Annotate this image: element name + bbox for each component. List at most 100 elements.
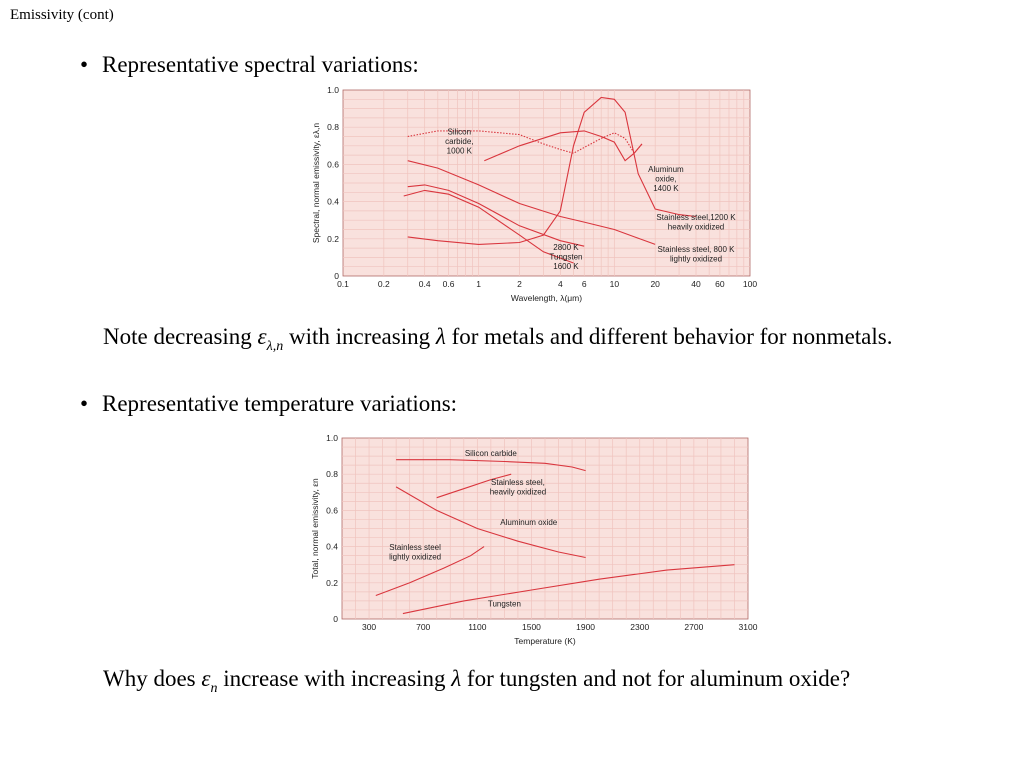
curve-annotation: Aluminum oxide [500,518,557,527]
x-tick-label: 3100 [739,622,758,632]
bullet-spectral-text: Representative spectral variations: [102,52,419,77]
curve-annotation: Tungsten [488,599,521,608]
annotation-line: Stainless steel,1200 K [656,213,736,222]
annotation-line: Aluminum oxide [500,518,557,527]
note2-post: for tungsten and not for aluminum oxide? [466,666,851,691]
y-tick-label: 0.2 [327,234,339,244]
annotation-line: carbide, [445,137,473,146]
x-tick-label: 0.1 [337,279,349,289]
note1-mid: with increasing [288,324,431,349]
y-tick-label: 0.4 [326,542,338,552]
series-line [402,564,735,615]
annotation-line: Stainless steel, [491,478,545,487]
x-axis-label: Wavelength, λ(μm) [511,293,582,303]
y-tick-label: 0.6 [327,159,339,169]
annotation-line: heavily oxidized [668,223,724,232]
y-tick-label: 0.8 [326,469,338,479]
annotation-line: oxide, [655,174,676,183]
note2-pre: Why does [103,666,196,691]
annotation-line: 1600 K [553,262,579,271]
epsilon-symbol: ε [257,324,267,349]
x-tick-label: 1500 [522,622,541,632]
curve-annotation: Aluminum oxide, 1400 K [648,165,684,193]
bullet-dot: • [80,391,89,416]
x-tick-label: 300 [362,622,376,632]
x-tick-label: 0.4 [419,279,431,289]
series-line [395,486,586,559]
bullet-temperature-text: Representative temperature variations: [102,391,458,416]
x-tick-label: 1900 [576,622,595,632]
x-tick-label: 0.2 [378,279,390,289]
annotation-line: Aluminum [648,165,684,174]
series-line [407,184,585,247]
y-tick-label: 1.0 [327,85,339,95]
x-tick-label: 60 [715,279,725,289]
annotation-line: 2800 K [553,243,579,252]
series-line [407,160,656,245]
series-line [436,473,512,499]
note1-post: for metals and different behavior for no… [451,324,893,349]
y-tick-label: 0.2 [326,578,338,588]
y-tick-label: 0.6 [326,505,338,515]
annotation-line: Tungsten [488,599,521,608]
x-tick-label: 2300 [630,622,649,632]
series-line [407,130,643,155]
curve-annotation: Silicon carbide [465,449,518,458]
curve-annotation: Silicon carbide, 1000 K [445,128,473,156]
annotation-line: 1400 K [653,184,679,193]
lambda-symbol: λ [451,666,462,691]
x-tick-label: 6 [582,279,587,289]
y-axis-label: Spectral, normal emissivity, ελ,n [311,123,321,244]
x-tick-label: 4 [558,279,563,289]
y-tick-label: 0.8 [327,122,339,132]
y-tick-label: 0 [334,271,339,281]
bullet-temperature: • Representative temperature variations: [80,391,457,417]
annotation-line: lightly oxidized [389,553,441,562]
annotation-line: Stainless steel [389,543,441,552]
note2-mid: increase with increasing [223,666,446,691]
annotation-line: heavily oxidized [490,488,546,497]
lambda-symbol: λ [435,324,446,349]
bullet-spectral: • Representative spectral variations: [80,52,419,78]
x-axis-label: Temperature (K) [514,636,576,646]
x-tick-label: 0.6 [443,279,455,289]
y-tick-label: 1.0 [326,433,338,443]
series-line [484,130,643,162]
curve-annotation: Stainless steel, heavily oxidized [490,478,546,497]
annotation-line: Silicon [448,128,472,137]
x-tick-label: 10 [610,279,620,289]
annotation-line: Tungsten [549,252,582,261]
note1-pre: Note decreasing [103,324,252,349]
y-tick-label: 0.4 [327,197,339,207]
x-tick-label: 20 [650,279,660,289]
series-line [375,546,485,597]
temperature-emissivity-chart: 300 700 1100 1500 1900 2300 2700 3100 0 0.2 0.4 0.6… [310,433,758,646]
x-tick-label: 2700 [684,622,703,632]
series-line [407,96,697,245]
x-tick-label: 1 [476,279,481,289]
annotation-line: 1000 K [447,147,473,156]
annotation-line: Stainless steel, 800 K [658,245,736,254]
slide-title: Emissivity (cont) [10,7,114,23]
note-question: Why does εn increase with increasing λ f… [103,666,850,697]
note-spectral: Note decreasing ελ,n with increasing λ f… [103,324,892,355]
annotation-line: lightly oxidized [670,254,722,263]
epsilon-symbol: ε [201,666,211,691]
x-tick-label: 2 [517,279,522,289]
epsilon-subscript: λ,n [266,339,284,354]
y-tick-label: 0 [333,614,338,624]
spectral-emissivity-chart: 0.1 0.2 0.4 0.6 1 2 4 6 10 20 40 60 100 0 0.2 0.4 0.6 0.8… [311,85,757,303]
x-tick-label: 100 [743,279,757,289]
x-tick-label: 700 [416,622,430,632]
curve-annotation: 2800 K Tungsten 1600 K [549,243,582,271]
series-line [403,189,574,264]
annotation-line: Silicon carbide [465,449,518,458]
curve-annotation: Stainless steel lightly oxidized [389,543,441,562]
series-line [396,459,586,472]
x-tick-label: 1100 [468,622,487,632]
y-axis-label: Total, normal emissivity, εn [310,478,320,579]
epsilon-subscript: n [210,681,218,696]
x-tick-label: 40 [691,279,701,289]
